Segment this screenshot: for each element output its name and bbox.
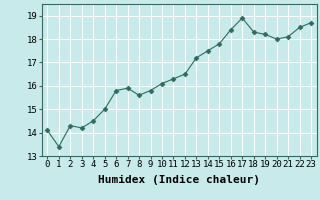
X-axis label: Humidex (Indice chaleur): Humidex (Indice chaleur) (98, 175, 260, 185)
